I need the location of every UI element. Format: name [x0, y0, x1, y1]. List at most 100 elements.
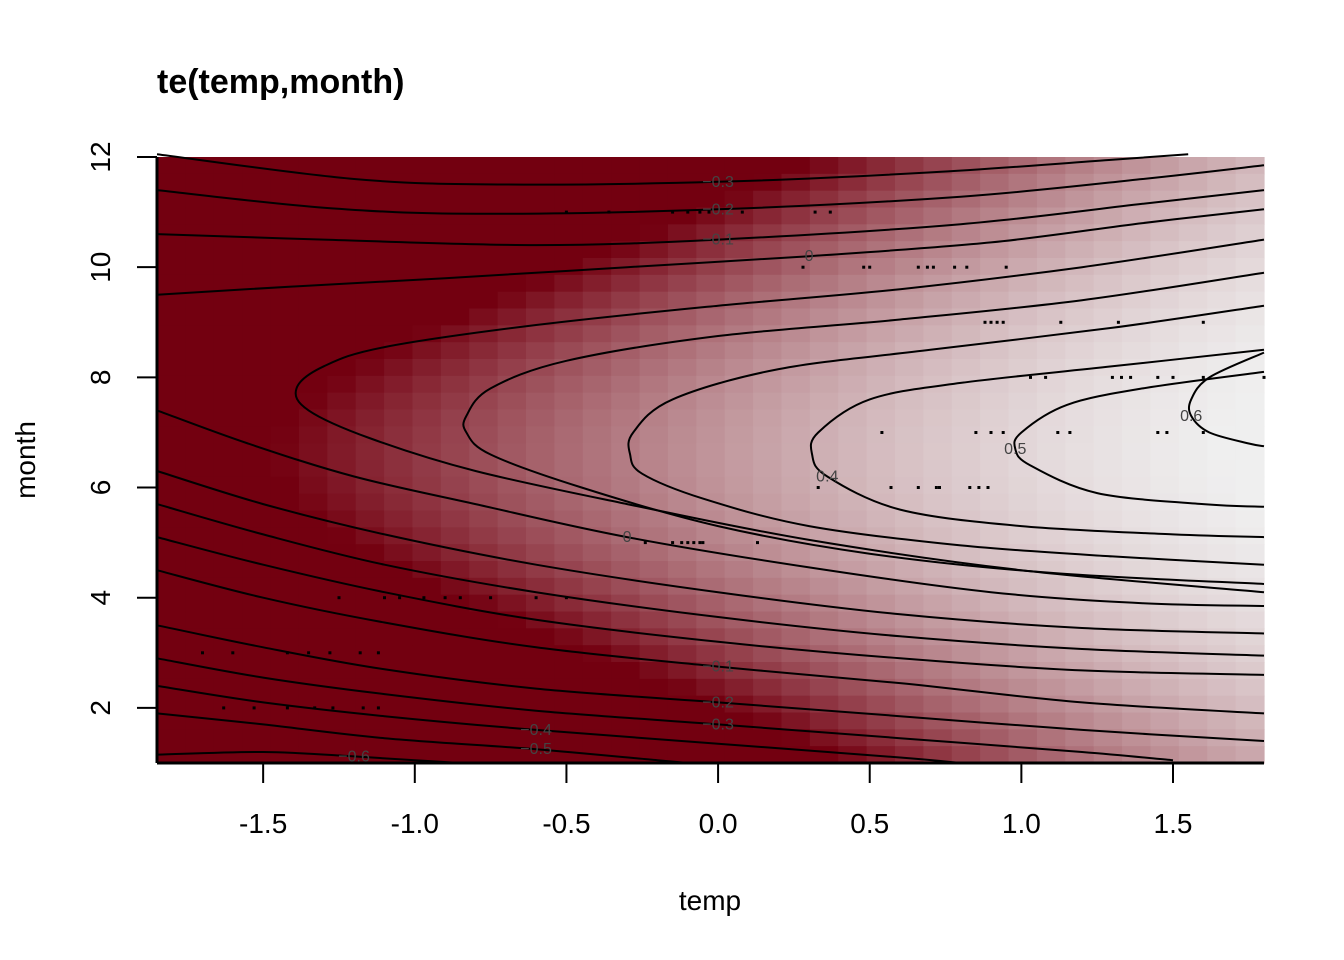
heat-cell	[895, 409, 924, 427]
heat-cell	[157, 359, 186, 377]
heat-cell	[327, 527, 357, 545]
heat-cell	[526, 544, 555, 562]
heat-cell	[639, 611, 669, 629]
heat-cell	[298, 224, 328, 242]
heat-cell	[1122, 695, 1152, 714]
heat-cell	[951, 207, 981, 225]
heat-cell	[327, 359, 357, 377]
heat-cell	[724, 729, 754, 747]
heat-cell	[412, 258, 442, 276]
heat-cell	[781, 274, 811, 293]
heat-cell	[781, 544, 811, 562]
contour-label: −0.3	[702, 174, 734, 191]
heat-cell	[384, 409, 414, 427]
observation-point	[285, 651, 289, 655]
heat-cell	[327, 241, 357, 259]
heat-cell	[611, 645, 641, 663]
heat-cell	[1008, 645, 1038, 663]
observation-point	[698, 541, 702, 545]
heat-cell	[696, 190, 726, 209]
heat-cell	[923, 359, 953, 377]
observation-point	[1156, 431, 1160, 434]
heat-cell	[355, 460, 385, 478]
heat-cell	[1207, 409, 1237, 427]
heat-cell	[951, 678, 981, 697]
heat-cell	[781, 308, 811, 326]
heat-cell	[582, 493, 612, 512]
heat-cell	[1008, 173, 1038, 192]
heat-cell	[327, 224, 357, 242]
heat-cell	[809, 308, 839, 326]
contour-line	[1013, 370, 1265, 508]
heat-cell	[724, 157, 754, 175]
observation-point	[313, 706, 317, 710]
heat-cell	[582, 695, 612, 714]
heat-cell	[895, 426, 924, 444]
heat-cell	[554, 426, 584, 444]
heat-cell	[1150, 510, 1180, 528]
heat-cell	[270, 375, 300, 394]
heat-cell	[384, 274, 414, 293]
heat-cell	[753, 476, 783, 495]
heat-cell	[923, 695, 953, 714]
heat-cell	[1207, 678, 1237, 697]
heat-cell	[384, 628, 414, 646]
heat-cell	[526, 342, 555, 360]
heat-cell	[1065, 190, 1095, 209]
heat-cell	[753, 611, 783, 629]
heat-cell	[1122, 611, 1152, 629]
heat-cell	[270, 426, 300, 444]
heat-cell	[384, 510, 414, 528]
heat-cell	[611, 712, 641, 730]
heat-cell	[1008, 409, 1038, 427]
heat-cell	[724, 190, 754, 209]
heat-cell	[497, 729, 527, 747]
heat-cell	[1036, 712, 1066, 730]
heat-cell	[1235, 426, 1265, 444]
observation-point	[1262, 375, 1266, 379]
heat-cell	[582, 258, 612, 276]
heat-cell	[327, 476, 357, 495]
heat-cell	[355, 746, 385, 764]
heat-cell	[554, 577, 584, 596]
heat-cell	[440, 678, 470, 697]
heat-cell	[696, 645, 726, 663]
heat-cell	[582, 426, 612, 444]
heat-cell	[298, 729, 328, 747]
heat-cell	[724, 241, 754, 259]
heat-cell	[809, 274, 839, 293]
heat-cell	[809, 157, 839, 175]
heat-cell	[1036, 224, 1066, 242]
heat-cell	[781, 173, 811, 192]
heat-cell	[611, 695, 641, 714]
heat-cell	[838, 426, 868, 444]
heat-cell	[1235, 628, 1265, 646]
heat-cell	[611, 409, 641, 427]
heat-cell	[526, 527, 555, 545]
heat-cell	[497, 359, 527, 377]
heat-cell	[270, 493, 300, 512]
observation-point	[1156, 375, 1160, 379]
heat-cell	[753, 157, 783, 175]
heat-cell	[298, 190, 328, 209]
observation-point	[328, 651, 332, 655]
heat-cell	[582, 544, 612, 562]
heat-cell	[270, 628, 300, 646]
heat-cell	[1178, 359, 1208, 377]
heat-cell	[384, 712, 414, 730]
heat-cell	[696, 207, 726, 225]
heat-cell	[895, 510, 924, 528]
heat-cell	[1036, 493, 1066, 512]
heat-cell	[724, 460, 754, 478]
heat-cell	[1178, 678, 1208, 697]
heat-cell	[1235, 493, 1265, 512]
heat-cell	[866, 375, 896, 394]
heat-cell	[980, 628, 1010, 646]
heat-cell	[213, 460, 243, 478]
heat-cell	[923, 460, 953, 478]
heat-cell	[469, 729, 499, 747]
heat-cell	[526, 274, 555, 293]
contour-label: −0.4	[520, 722, 552, 739]
heat-cell	[667, 527, 697, 545]
observation-point	[607, 210, 611, 214]
